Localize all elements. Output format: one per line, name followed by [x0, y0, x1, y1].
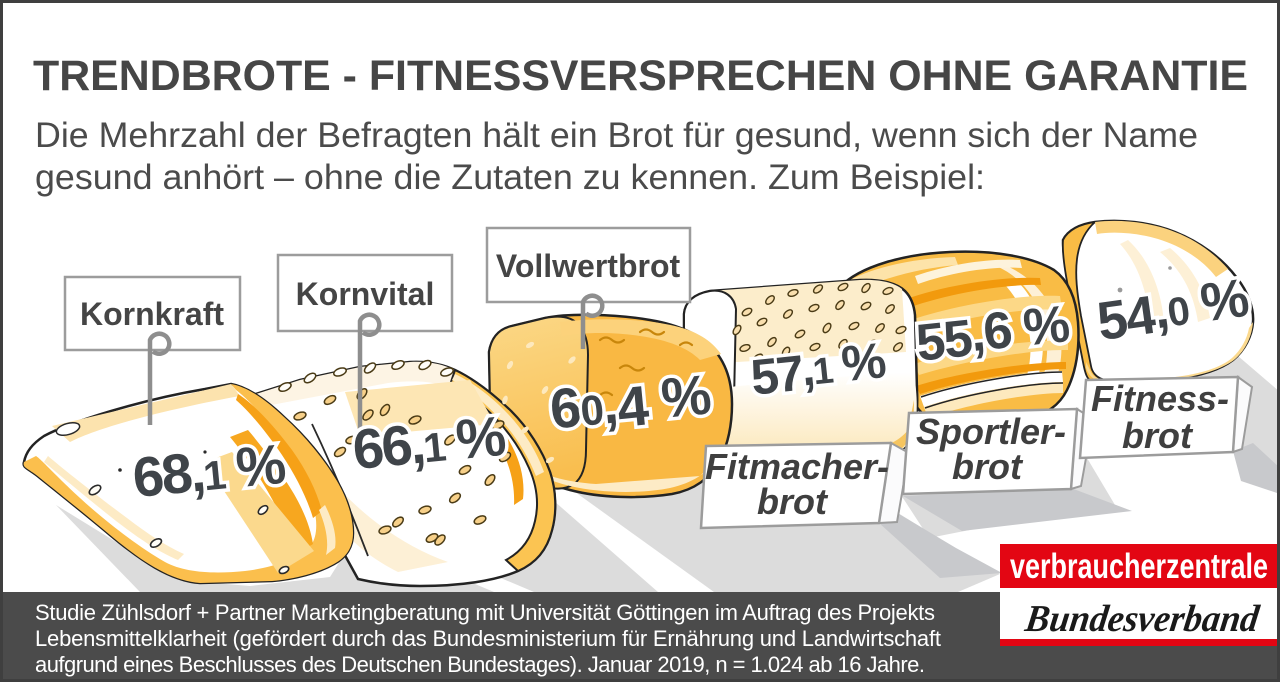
- svg-text:brot: brot: [757, 481, 829, 522]
- svg-text:Kornvital: Kornvital: [296, 276, 435, 312]
- svg-text:Fitmacher-: Fitmacher-: [705, 446, 889, 487]
- svg-text:Vollwertbrot: Vollwertbrot: [496, 248, 681, 284]
- svg-text:55,6 %: 55,6 %: [913, 295, 1072, 373]
- svg-text:Studie Zühlsdorf + Partner Mar: Studie Zühlsdorf + Partner Marketingbera…: [35, 600, 935, 625]
- svg-text:66,1 %: 66,1 %: [350, 404, 508, 481]
- svg-text:Kornkraft: Kornkraft: [80, 296, 224, 332]
- svg-text:Fitness-: Fitness-: [1091, 378, 1229, 419]
- svg-text:verbraucherzentrale: verbraucherzentrale: [1010, 547, 1268, 586]
- svg-text:TRENDBROTE - FITNESSVERSPRECHE: TRENDBROTE - FITNESSVERSPRECHEN OHNE GAR…: [33, 53, 1248, 100]
- svg-text:gesund anhört – ohne die Zutat: gesund anhört – ohne die Zutaten zu kenn…: [35, 158, 985, 197]
- svg-text:68,1 %: 68,1 %: [130, 432, 288, 509]
- svg-text:aufgrund eines Beschlusses des: aufgrund eines Beschlusses des Deutschen…: [35, 652, 925, 677]
- svg-text:Bundesverband: Bundesverband: [1022, 598, 1263, 640]
- svg-text:Die Mehrzahl der Befragten häl: Die Mehrzahl der Befragten hält ein Brot…: [35, 116, 1198, 155]
- svg-text:brot: brot: [1122, 415, 1194, 456]
- svg-text:brot: brot: [952, 446, 1024, 487]
- svg-text:54,0 %: 54,0 %: [1093, 268, 1252, 353]
- svg-text:Sportler-: Sportler-: [916, 411, 1066, 452]
- svg-text:57,1 %: 57,1 %: [748, 332, 889, 406]
- svg-text:Lebensmittelklarheit (geförder: Lebensmittelklarheit (gefördert durch da…: [35, 626, 941, 651]
